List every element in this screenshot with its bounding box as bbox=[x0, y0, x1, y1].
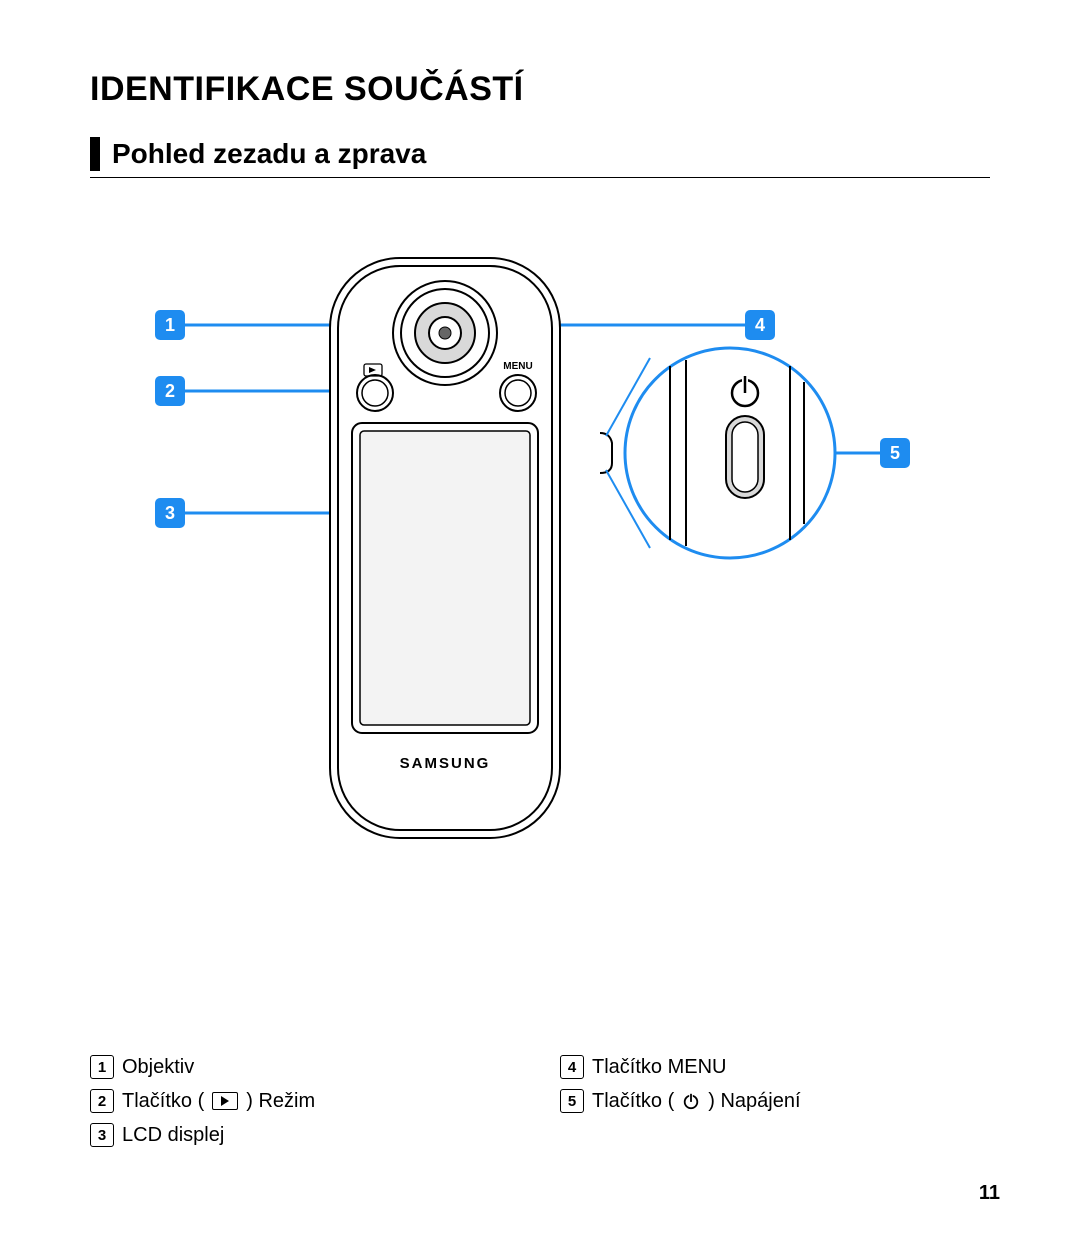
legend-item-2: 2 Tlačítko ( ) Režim bbox=[90, 1089, 520, 1113]
legend-item-1: 1 Objektiv bbox=[90, 1055, 520, 1079]
zoom-detail bbox=[625, 348, 835, 558]
power-icon bbox=[682, 1092, 700, 1110]
legend-item-4: 4 Tlačítko MENU bbox=[560, 1055, 990, 1079]
play-mode-icon bbox=[212, 1092, 238, 1110]
brand-text: SAMSUNG bbox=[400, 755, 491, 772]
legend-item-5: 5 Tlačítko ( ) Napájení bbox=[560, 1089, 990, 1113]
legend-num: 2 bbox=[90, 1089, 114, 1113]
callout-badge-4: 4 bbox=[745, 310, 775, 340]
menu-label: MENU bbox=[503, 361, 532, 372]
device-body: MENU SAMSUNG bbox=[330, 258, 612, 838]
callout-badge-3: 3 bbox=[155, 498, 185, 528]
subtitle-row: Pohled zezadu a zprava bbox=[90, 137, 990, 178]
legend-text: Tlačítko MENU bbox=[592, 1056, 726, 1079]
page-title: IDENTIFIKACE SOUČÁSTÍ bbox=[90, 70, 990, 109]
device-diagram-svg: MENU SAMSUNG bbox=[90, 238, 990, 888]
legend-num: 1 bbox=[90, 1055, 114, 1079]
legend-text: LCD displej bbox=[122, 1124, 224, 1147]
page-number: 11 bbox=[979, 1182, 1000, 1205]
callout-badge-2: 2 bbox=[155, 376, 185, 406]
legend-text-prefix: Tlačítko ( bbox=[122, 1090, 204, 1113]
legend-col-right: 4 Tlačítko MENU 5 Tlačítko ( ) Napájení bbox=[560, 1055, 990, 1157]
legend-text-suffix: ) Režim bbox=[246, 1090, 315, 1113]
callout-badge-5: 5 bbox=[880, 438, 910, 468]
legend-text-suffix: ) Napájení bbox=[708, 1090, 800, 1113]
legend-col-left: 1 Objektiv 2 Tlačítko ( ) Režim 3 LCD displej bbox=[90, 1055, 520, 1157]
legend-num: 3 bbox=[90, 1123, 114, 1147]
subtitle-bar bbox=[90, 137, 100, 171]
subtitle: Pohled zezadu a zprava bbox=[112, 138, 426, 170]
callout-badge-1: 1 bbox=[155, 310, 185, 340]
legend-num: 5 bbox=[560, 1089, 584, 1113]
legend-text-prefix: Tlačítko ( bbox=[592, 1090, 674, 1113]
diagram: MENU SAMSUNG bbox=[90, 238, 990, 888]
legend-item-3: 3 LCD displej bbox=[90, 1123, 520, 1147]
legend-num: 4 bbox=[560, 1055, 584, 1079]
legend: 1Objektiv2Tlačítko () Režim3LCD displej … bbox=[90, 1055, 990, 1157]
legend-text: Objektiv bbox=[122, 1056, 194, 1079]
